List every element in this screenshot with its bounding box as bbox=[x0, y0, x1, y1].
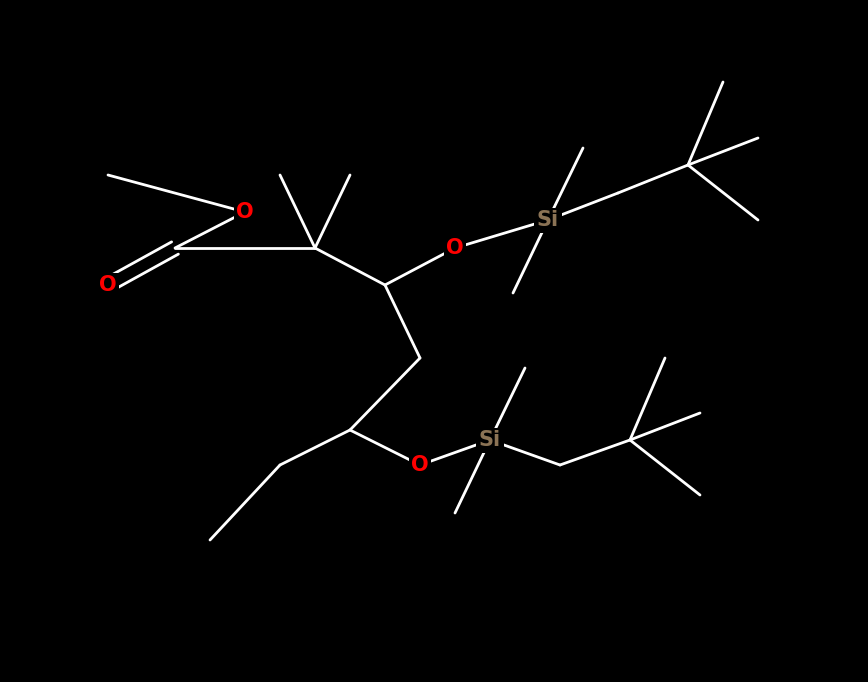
Text: O: O bbox=[236, 202, 253, 222]
Text: Si: Si bbox=[479, 430, 501, 450]
Text: Si: Si bbox=[537, 210, 559, 230]
Text: O: O bbox=[99, 275, 117, 295]
Text: O: O bbox=[411, 455, 429, 475]
Text: O: O bbox=[446, 238, 464, 258]
